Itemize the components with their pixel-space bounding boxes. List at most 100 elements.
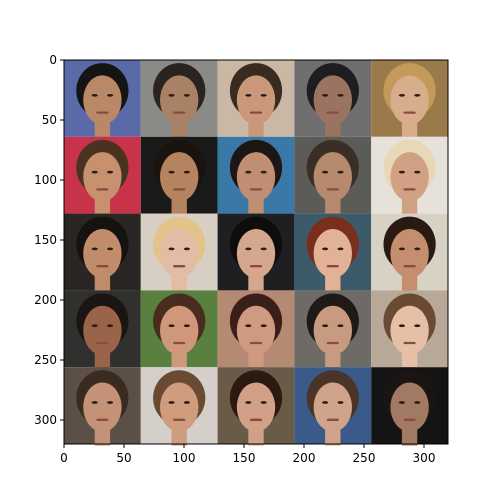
right-eye-shape <box>107 401 114 404</box>
left-eye-shape <box>398 324 405 328</box>
left-eye-shape <box>245 247 252 251</box>
face-shape <box>236 152 276 202</box>
mouth-shape <box>249 418 263 421</box>
grid-cell <box>294 290 372 369</box>
left-eye-shape <box>398 170 405 174</box>
mouth-shape <box>96 111 109 114</box>
face-shape <box>313 152 352 202</box>
grid-cell <box>294 367 372 446</box>
grid-cell <box>217 290 295 369</box>
mouth-shape <box>403 265 416 268</box>
left-eye-shape <box>91 170 98 174</box>
left-eye-shape <box>245 324 252 328</box>
grid-cell <box>217 213 295 292</box>
right-eye-shape <box>337 170 344 174</box>
y-tick-label: 200 <box>34 293 57 307</box>
y-axis: 0 50 100 150 200 250 300 <box>34 53 64 427</box>
mouth-shape <box>249 188 263 191</box>
face-shape <box>236 382 276 432</box>
grid-cell <box>371 290 448 369</box>
left-eye-shape <box>91 401 98 404</box>
grid-cell <box>64 290 141 369</box>
left-eye-shape <box>245 170 252 174</box>
right-eye-shape <box>260 401 267 404</box>
face-shape <box>83 305 122 355</box>
left-eye-shape <box>168 401 175 404</box>
left-eye-shape <box>91 247 98 251</box>
grid-cell <box>140 60 218 139</box>
left-eye-shape <box>245 401 252 404</box>
y-tick-label: 0 <box>49 53 57 67</box>
right-eye-shape <box>107 170 114 174</box>
left-eye-shape <box>245 93 252 97</box>
face-shape <box>390 75 429 125</box>
grid-cell <box>294 213 372 292</box>
face-shape <box>313 228 352 279</box>
grid-cell <box>217 136 295 216</box>
y-tick-label: 150 <box>34 233 57 247</box>
right-eye-shape <box>414 401 421 404</box>
y-tick-label: 100 <box>34 173 57 187</box>
right-eye-shape <box>337 401 344 404</box>
grid-cell <box>371 213 448 292</box>
y-tick-label: 250 <box>34 353 57 367</box>
face-shape <box>83 75 122 125</box>
right-eye-shape <box>260 170 267 174</box>
mouth-shape <box>249 341 263 345</box>
mouth-shape <box>326 111 339 114</box>
grid-cell <box>371 367 448 446</box>
left-eye-shape <box>322 324 329 328</box>
grid-cell <box>64 367 141 446</box>
face-shape <box>160 152 199 202</box>
face-shape <box>236 228 276 279</box>
right-eye-shape <box>414 247 421 251</box>
right-eye-shape <box>260 324 267 328</box>
mouth-shape <box>173 111 186 114</box>
grid-cell <box>140 136 218 216</box>
left-eye-shape <box>398 93 405 97</box>
mouth-shape <box>403 341 416 345</box>
left-eye-shape <box>91 93 98 97</box>
face-shape <box>236 305 276 355</box>
mouth-shape <box>173 341 186 345</box>
mouth-shape <box>96 341 109 345</box>
grid-cell <box>140 367 218 446</box>
right-eye-shape <box>107 93 114 97</box>
mouth-shape <box>249 111 263 114</box>
face-shape <box>390 152 429 202</box>
axes-frame <box>63 59 449 445</box>
right-eye-shape <box>183 93 190 97</box>
face-shape <box>160 75 199 125</box>
right-eye-shape <box>107 247 114 251</box>
mouth-shape <box>326 341 339 345</box>
mouth-shape <box>403 111 416 114</box>
mouth-shape <box>96 265 109 268</box>
y-tick-label: 50 <box>42 113 57 127</box>
right-eye-shape <box>337 93 344 97</box>
face-shape <box>236 75 276 125</box>
x-tick-label: 250 <box>353 451 376 465</box>
grid-cell <box>371 136 448 216</box>
mouth-shape <box>96 188 109 191</box>
right-eye-shape <box>183 247 190 251</box>
face-shape <box>390 228 429 279</box>
right-eye-shape <box>183 170 190 174</box>
mouth-shape <box>173 265 186 268</box>
right-eye-shape <box>337 324 344 328</box>
left-eye-shape <box>168 324 175 328</box>
left-eye-shape <box>322 93 329 97</box>
left-eye-shape <box>168 93 175 97</box>
grid-cell <box>64 136 141 216</box>
left-eye-shape <box>322 170 329 174</box>
face-shape <box>160 305 199 355</box>
grid-cell <box>64 60 141 139</box>
x-axis: 0 50 100 150 200 250 300 <box>60 444 435 465</box>
x-tick-label: 200 <box>293 451 316 465</box>
mouth-shape <box>326 188 339 191</box>
right-eye-shape <box>414 170 421 174</box>
left-eye-shape <box>91 324 98 328</box>
right-eye-shape <box>414 324 421 328</box>
y-tick-label: 300 <box>34 413 57 427</box>
face-shape <box>83 152 122 202</box>
grid-cell <box>64 213 141 292</box>
